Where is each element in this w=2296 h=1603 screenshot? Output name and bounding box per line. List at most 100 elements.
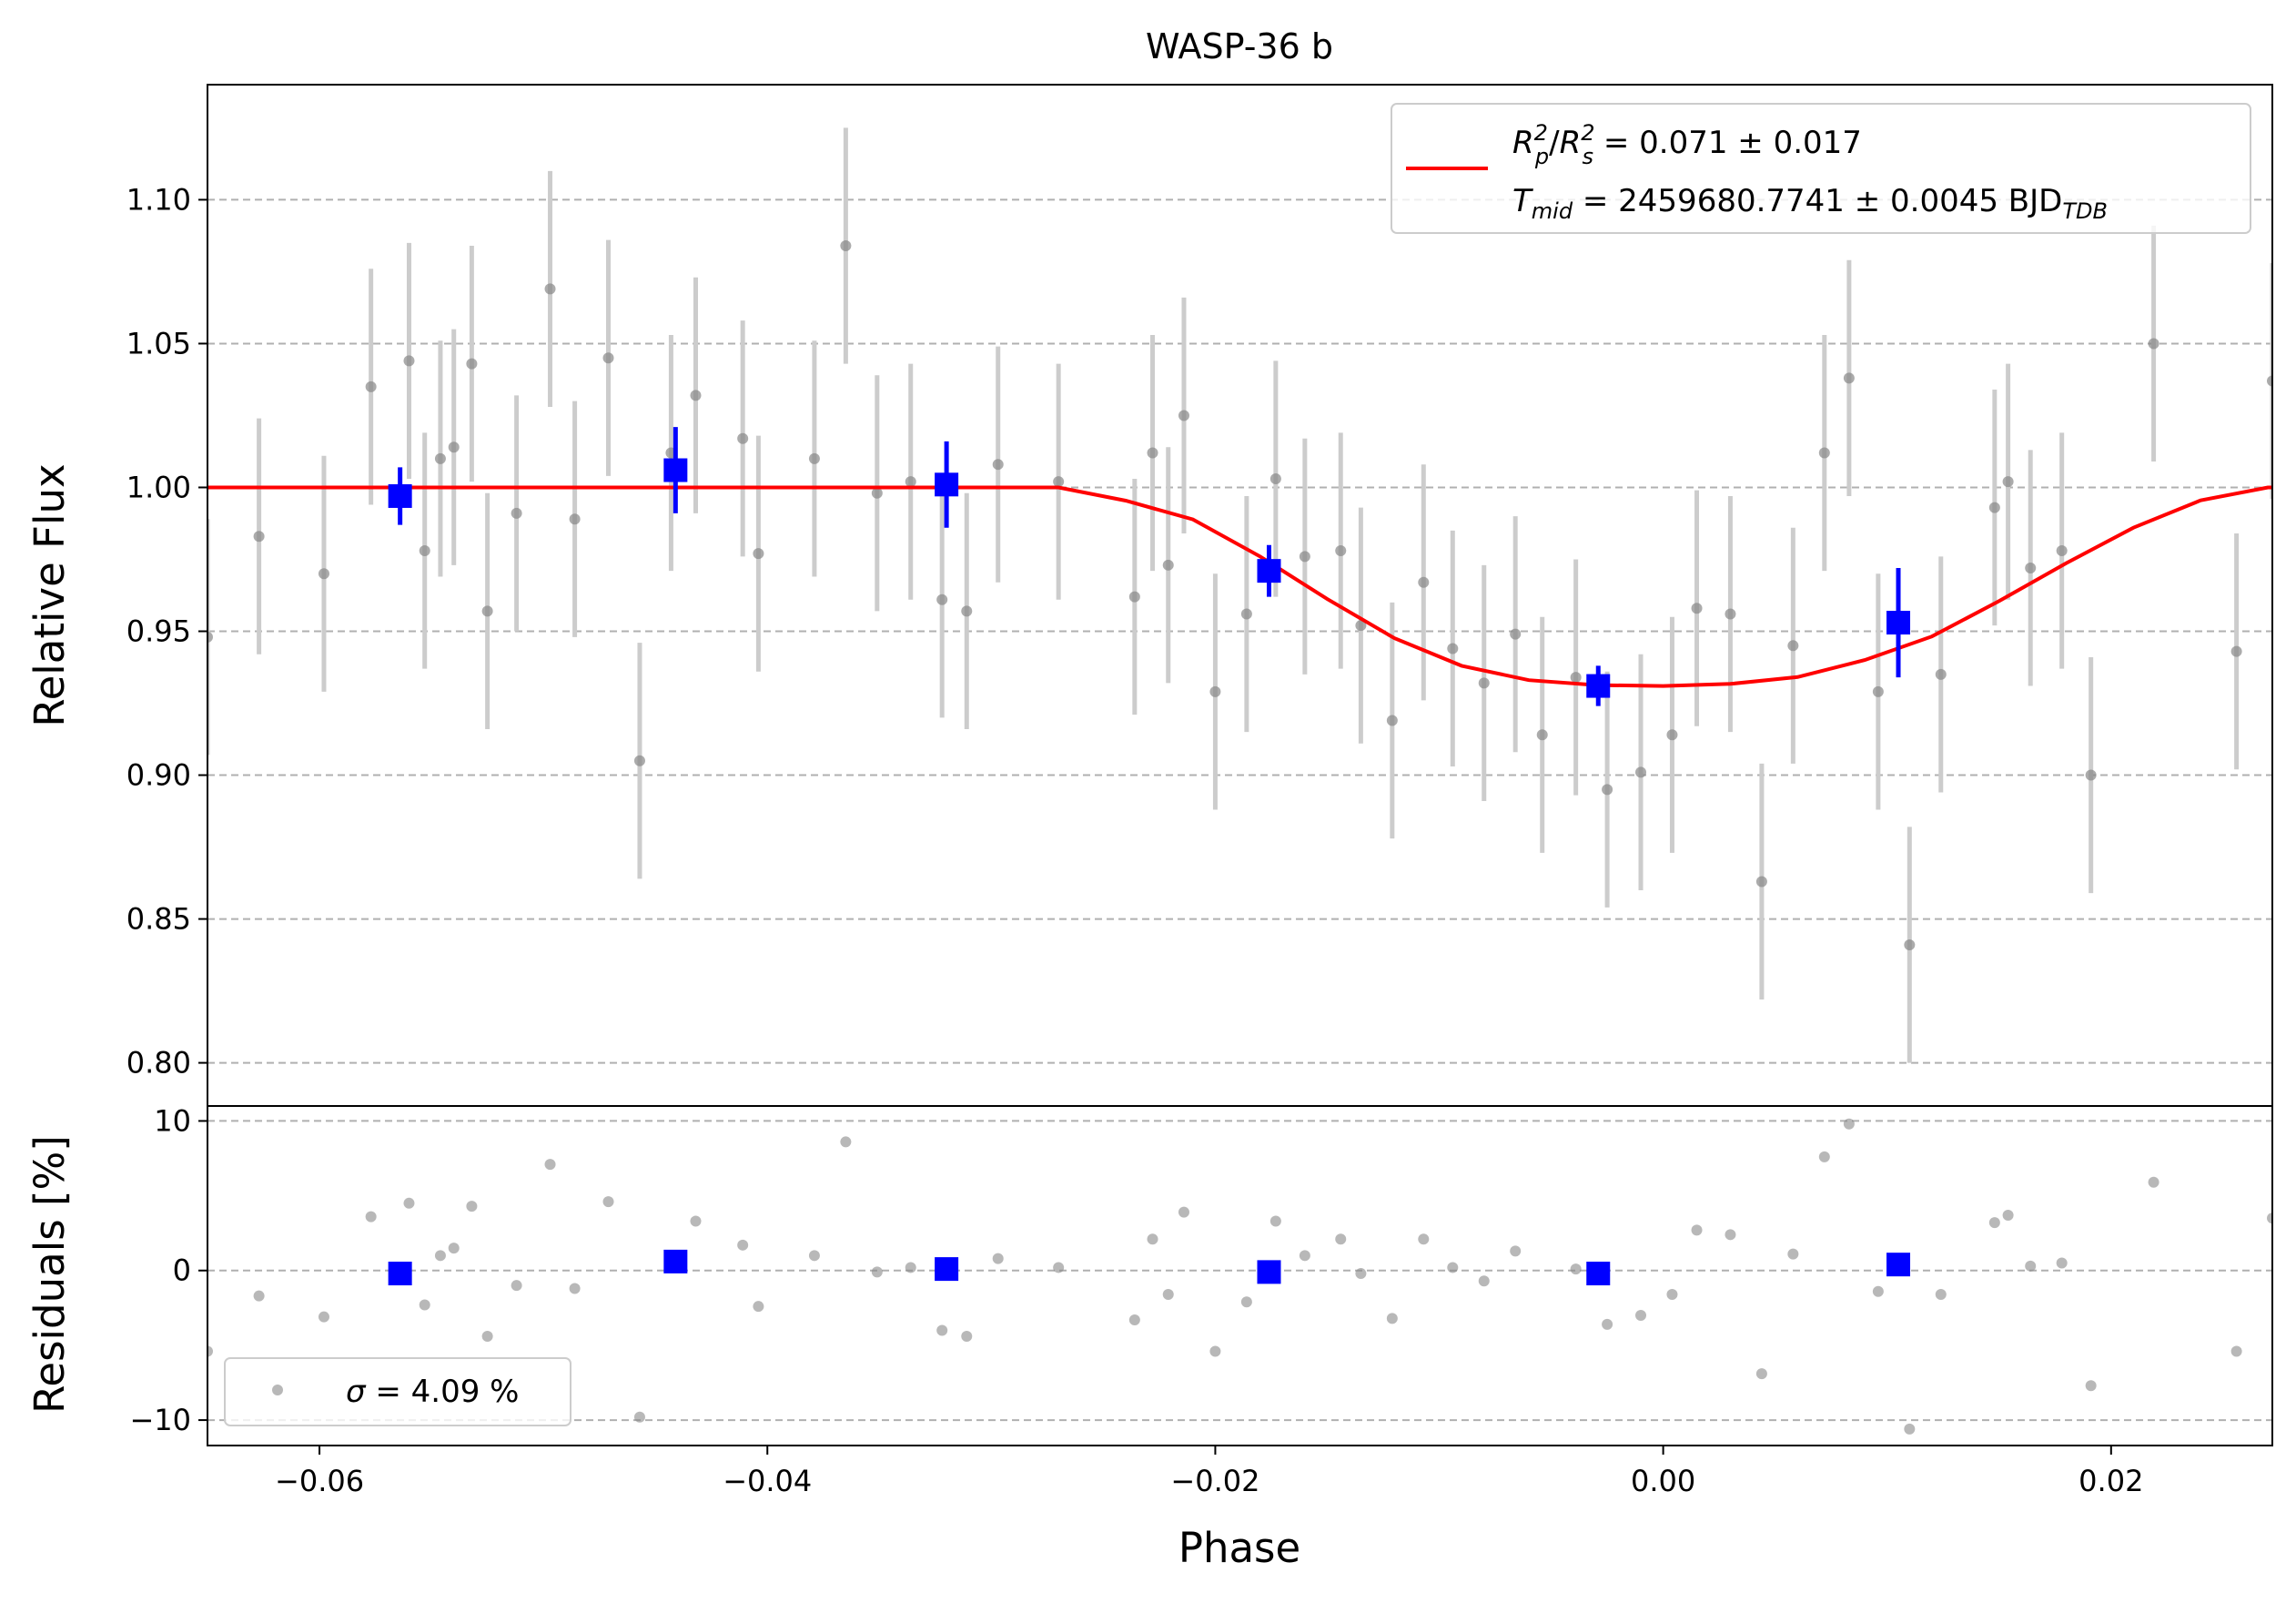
- residual-raw-point: [544, 1159, 556, 1171]
- flux-raw-point: [1386, 715, 1398, 726]
- residuals-legend-box: [224, 1357, 571, 1426]
- residual-raw-point: [434, 1250, 446, 1262]
- residual-raw-point: [1725, 1229, 1736, 1241]
- flux-raw-point: [1666, 729, 1678, 741]
- flux-raw-point: [207, 631, 213, 643]
- flux-raw-point: [753, 548, 764, 560]
- flux-raw-point: [690, 390, 702, 401]
- flux-raw-point: [2085, 769, 2097, 781]
- flux-legend-box: [1391, 103, 2251, 234]
- flux-raw-point: [905, 476, 916, 488]
- x-tick-label: 0.02: [2079, 1464, 2143, 1498]
- residual-raw-point: [365, 1211, 377, 1223]
- residual-raw-point: [961, 1331, 973, 1343]
- flux-raw-point: [403, 355, 415, 367]
- flux-raw-point: [1209, 685, 1221, 697]
- residual-raw-point: [1147, 1233, 1158, 1245]
- flux-binned-points: [388, 427, 1911, 706]
- flux-binned-point: [1257, 559, 1281, 583]
- flux-raw-point: [1602, 784, 1613, 796]
- residuals-legend: σ = 4.09 %: [224, 1357, 571, 1426]
- flux-raw-point: [1162, 559, 1174, 571]
- flux-raw-point: [602, 352, 614, 364]
- residual-raw-point: [419, 1299, 430, 1311]
- residual-raw-point: [2002, 1209, 2014, 1221]
- residual-binned-point: [663, 1249, 688, 1273]
- residual-raw-point: [1269, 1215, 1281, 1227]
- residual-raw-point: [1755, 1368, 1767, 1380]
- residual-raw-point: [1128, 1314, 1140, 1325]
- residual-raw-point: [871, 1266, 883, 1278]
- flux-raw-point: [434, 452, 446, 464]
- residual-raw-point: [602, 1196, 614, 1208]
- residual-raw-point: [1418, 1233, 1430, 1245]
- chart-title: WASP-36 b: [1146, 26, 1333, 66]
- flux-raw-point: [1447, 643, 1459, 654]
- flux-raw-point: [1935, 668, 1947, 680]
- residuals-y-tick-label: 0: [173, 1253, 191, 1288]
- residual-raw-point: [1843, 1118, 1855, 1130]
- flux-raw-point: [1510, 628, 1522, 640]
- x-axis-label: Phase: [1178, 1524, 1300, 1572]
- x-tick-label: −0.02: [1170, 1464, 1259, 1498]
- flux-ylabel: Relative Flux: [25, 463, 74, 726]
- residual-raw-point: [2056, 1257, 2068, 1269]
- residuals-y-ticks: −10 0 10: [129, 1103, 207, 1437]
- residual-binned-point: [1586, 1262, 1611, 1286]
- legend-sigma-entry: σ = 4.09 %: [346, 1374, 519, 1410]
- residual-raw-point: [905, 1262, 916, 1273]
- residual-raw-point: [1240, 1296, 1252, 1308]
- residual-raw-point: [481, 1331, 493, 1343]
- residuals-y-tick-label: −10: [129, 1403, 191, 1437]
- residual-raw-point: [2148, 1176, 2159, 1188]
- flux-y-tick-label: 0.95: [126, 614, 191, 649]
- residual-raw-point: [1355, 1268, 1367, 1280]
- residual-raw-point: [466, 1201, 478, 1212]
- residual-raw-point: [737, 1239, 749, 1251]
- residuals-ylabel: Residuals [%]: [25, 1135, 74, 1414]
- residuals-panel: −10 0 10 −0.06 −0.04 −0.02 0.00 0.02 Residuals…: [25, 1103, 2273, 1572]
- residuals-raw-points: [207, 1118, 2272, 1435]
- flux-raw-point: [840, 239, 852, 251]
- flux-raw-point: [253, 531, 265, 543]
- flux-raw-point: [1355, 620, 1367, 632]
- flux-binned-point: [663, 458, 688, 482]
- flux-raw-point: [1240, 608, 1252, 620]
- x-ticks: −0.06 −0.04 −0.02 0.00 0.02: [275, 1446, 2143, 1498]
- legend-depth-entry: R2 p/R2 s = 0.071 ± 0.017: [1512, 120, 1862, 169]
- residual-raw-point: [403, 1197, 415, 1209]
- residual-raw-point: [1053, 1262, 1065, 1273]
- x-tick-label: −0.06: [275, 1464, 364, 1498]
- flux-raw-point: [936, 594, 948, 605]
- residual-raw-point: [992, 1253, 1004, 1264]
- residual-raw-point: [1510, 1245, 1522, 1257]
- flux-raw-point: [1988, 502, 2000, 513]
- residual-raw-point: [1935, 1289, 1947, 1301]
- residuals-axes-frame: [207, 1105, 2273, 1446]
- flux-raw-point: [1147, 447, 1158, 459]
- residual-raw-point: [1386, 1313, 1398, 1324]
- legend-tmid-entry: Tmid = 2459680.7741 ± 0.0045 BJDTDB: [1512, 183, 2108, 224]
- flux-raw-point: [2148, 338, 2159, 350]
- residual-raw-point: [1478, 1275, 1490, 1287]
- residual-raw-point: [253, 1290, 265, 1302]
- flux-y-tick-label: 1.05: [126, 326, 191, 360]
- flux-binned-point: [1586, 674, 1611, 698]
- residuals-binned-points: [388, 1249, 1911, 1286]
- flux-raw-point: [318, 568, 329, 580]
- flux-raw-point: [448, 441, 460, 453]
- flux-binned-point: [388, 483, 412, 508]
- flux-raw-point: [1299, 551, 1310, 563]
- residual-raw-point: [318, 1311, 329, 1323]
- flux-raw-point: [2267, 375, 2272, 387]
- x-tick-label: 0.00: [1631, 1464, 1695, 1498]
- flux-legend: R2 p/R2 s = 0.071 ± 0.017 Tmid = 2459680.7…: [1391, 103, 2251, 234]
- flux-binned-point: [935, 472, 959, 497]
- residual-raw-point: [1691, 1224, 1703, 1236]
- flux-raw-point: [1755, 876, 1767, 888]
- residual-raw-point: [1635, 1310, 1647, 1322]
- flux-raw-point: [808, 452, 820, 464]
- residual-raw-point: [1988, 1217, 2000, 1229]
- residual-raw-point: [1162, 1289, 1174, 1301]
